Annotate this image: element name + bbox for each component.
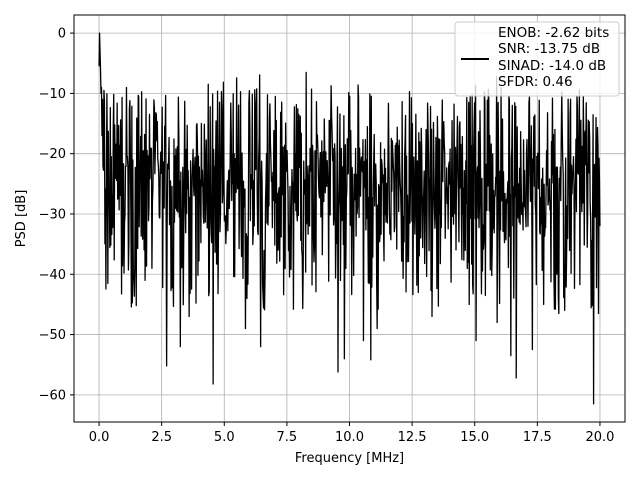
x-tick-label: 0.0	[89, 430, 110, 445]
x-axis-label: Frequency [MHz]	[295, 451, 404, 466]
x-tick-label: 5.0	[214, 430, 235, 445]
x-tick-label: 20.0	[585, 430, 614, 445]
x-tick-label: 7.5	[277, 430, 298, 445]
y-tick-label: 0	[58, 27, 66, 42]
y-tick-label: −60	[39, 388, 66, 403]
legend-line-1: ENOB: -2.62 bits	[498, 25, 609, 41]
psd-series-line	[98, 32, 601, 405]
legend-line-2: SNR: -13.75 dB	[498, 41, 600, 57]
series-layer	[98, 32, 601, 405]
x-tick-label: 12.5	[398, 430, 427, 445]
y-tick-label: −40	[39, 268, 66, 283]
x-tick-label: 17.5	[523, 430, 552, 445]
y-tick-label: −10	[39, 87, 66, 102]
x-tick-label: 10.0	[335, 430, 364, 445]
legend: ENOB: -2.62 bits SNR: -13.75 dB SINAD: -…	[454, 21, 620, 97]
x-tick-label: 2.5	[151, 430, 172, 445]
x-tick-label: 15.0	[460, 430, 489, 445]
y-tick-label: −50	[39, 328, 66, 343]
legend-line-3: SINAD: -14.0 dB	[498, 58, 606, 74]
y-tick-label: −20	[39, 147, 66, 162]
legend-line-4: SFDR: 0.46	[498, 74, 573, 90]
legend-box	[454, 21, 620, 97]
y-tick-label: −30	[39, 207, 66, 222]
y-axis-label: PSD [dB]	[14, 190, 29, 248]
axis-ticks: 0.0 2.5 5.0 7.5 10.0 12.5 15.0 17.5 20.0 0 −10 −20 −…	[39, 27, 615, 445]
